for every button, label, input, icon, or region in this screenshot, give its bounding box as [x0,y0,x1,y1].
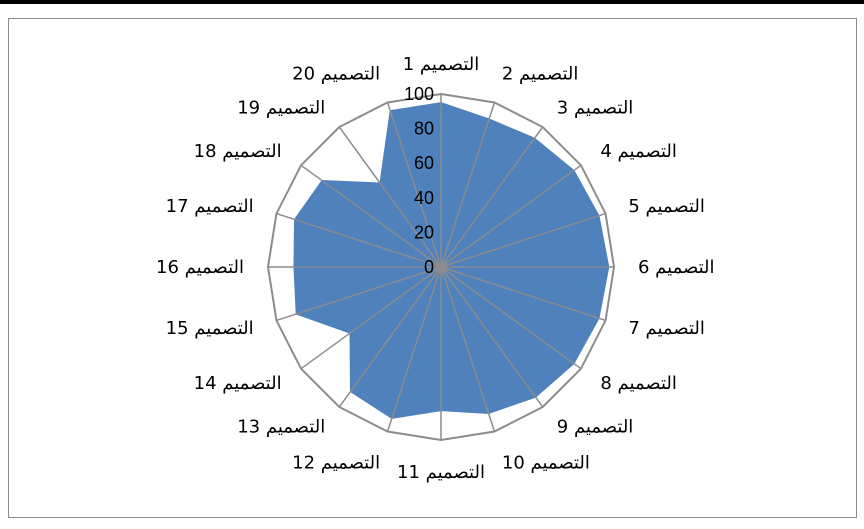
category-label: التصميم 7 [628,318,705,339]
axis-tick-label: 80 [414,119,434,139]
spoke-line [386,266,442,432]
spoke-line [276,212,442,268]
spoke-line [440,266,544,408]
spoke-line [440,164,582,268]
spoke-line [300,164,442,268]
category-label: التصميم 14 [194,373,282,394]
series-area [293,102,610,419]
spoke-line [440,266,606,322]
spoke-line [440,212,606,268]
spoke-line [386,102,442,268]
category-label: التصميم 10 [502,452,590,473]
category-label: التصميم 6 [638,257,715,278]
category-label: التصميم 16 [156,257,244,278]
category-label: التصميم 20 [292,64,380,85]
spoke-line [338,266,442,408]
spoke-line [338,126,442,268]
category-label: التصميم 4 [600,141,677,162]
category-label: التصميم 5 [628,196,705,217]
category-label: التصميم 8 [600,373,677,394]
category-label: التصميم 19 [237,98,325,119]
axis-tick-label: 20 [414,222,434,242]
axis-tick-label: 40 [414,188,434,208]
category-label: التصميم 17 [166,196,254,217]
category-label: التصميم 12 [292,452,380,473]
category-label: التصميم 1 [403,54,480,75]
category-label: التصميم 11 [397,462,485,483]
spoke-line [440,266,582,370]
axis-tick-label: 0 [424,257,434,277]
spoke-line [440,266,496,432]
top-border [0,0,864,4]
category-label: التصميم 3 [557,98,634,119]
category-label: التصميم 18 [194,141,282,162]
category-label: التصميم 15 [166,318,254,339]
axis-tick-label: 60 [414,153,434,173]
category-label: التصميم 9 [557,416,634,437]
category-label: التصميم 13 [237,416,325,437]
spoke-line [440,102,496,268]
spoke-line [300,266,442,370]
axis-tick-label: 100 [404,84,434,104]
spoke-line [440,126,544,268]
spoke-line [276,266,442,322]
category-label: التصميم 2 [502,64,579,85]
